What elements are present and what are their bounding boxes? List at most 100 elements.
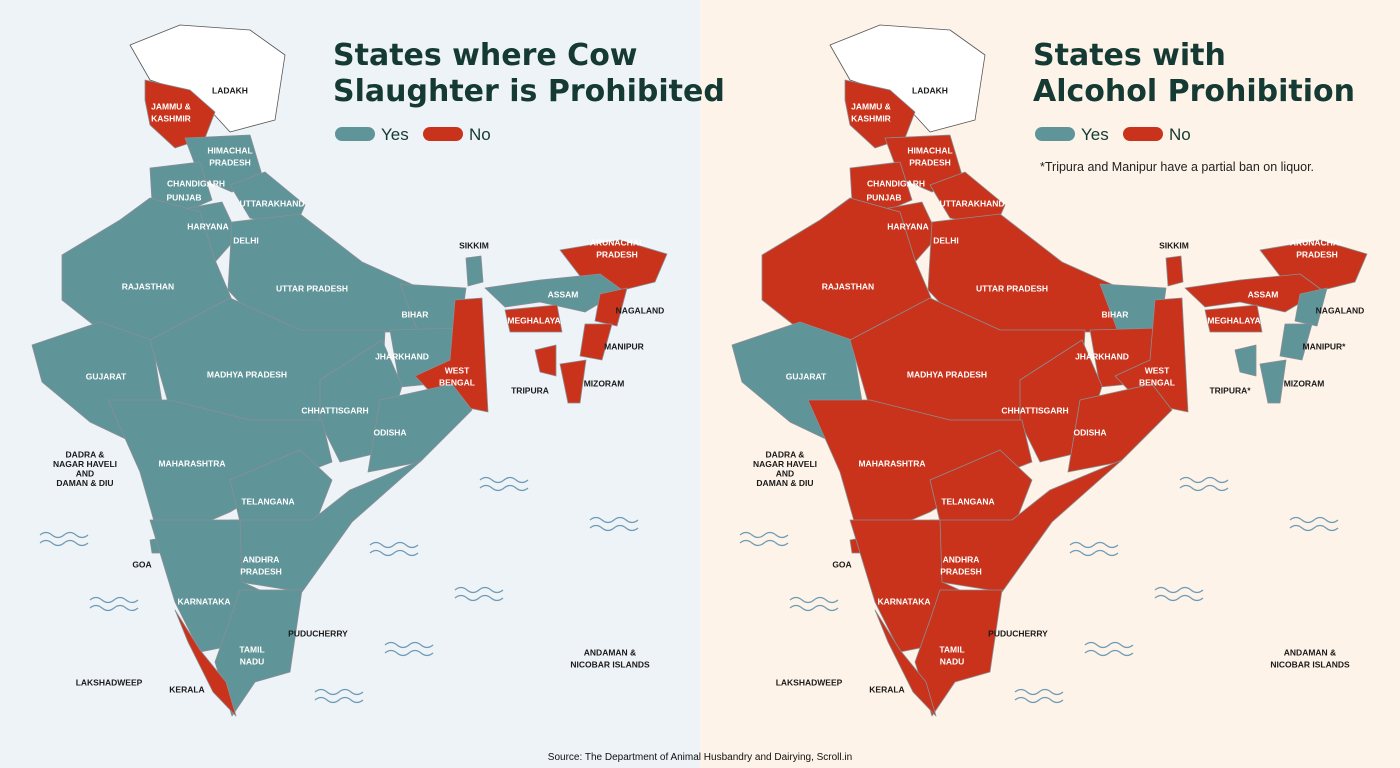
state-region (1234, 344, 1257, 377)
state-label: GOA (132, 559, 151, 569)
state-label: SIKKIM (1159, 240, 1189, 250)
state-label: NAGALAND (1316, 305, 1365, 315)
state-label: DAMAN & DIU (756, 478, 813, 488)
panel-title: Slaughter is Prohibited (333, 74, 725, 109)
state-region (465, 255, 484, 287)
state-label: HIMACHAL (207, 145, 252, 155)
state-label: NICOBAR ISLANDS (1270, 659, 1350, 669)
wave (1154, 594, 1204, 602)
wave (789, 596, 839, 604)
wave (589, 516, 639, 524)
state-label: KERALA (869, 684, 904, 694)
state-label: DAMAN & DIU (56, 478, 113, 488)
state-label: MADHYA PRADESH (207, 369, 287, 379)
wave (369, 541, 419, 549)
wave (384, 649, 434, 657)
state-label: DADRA & (66, 449, 105, 459)
state-label: ASSAM (548, 289, 579, 299)
state-label: MAHARASHTRA (858, 458, 925, 468)
state-label: KASHMIR (151, 113, 191, 123)
wave (1154, 586, 1204, 594)
state-label: MANIPUR* (1303, 341, 1347, 351)
legend-swatch (1123, 127, 1163, 141)
state-region (504, 304, 563, 333)
state-label: CHANDIGARH (867, 178, 925, 188)
state-label: NAGAR HAVELI (753, 459, 817, 469)
state-label: MAHARASHTRA (158, 458, 225, 468)
state-label: DELHI (233, 235, 259, 245)
wave (1069, 549, 1119, 557)
state-region (1279, 323, 1313, 361)
state-label: PRADESH (909, 157, 951, 167)
wave (1179, 476, 1229, 484)
state-label: JAMMU & (851, 101, 891, 111)
wave (1069, 541, 1119, 549)
state-region (579, 323, 613, 361)
wave (1084, 649, 1134, 657)
state-label: CHANDIGARH (167, 178, 225, 188)
legend-label: No (1169, 125, 1191, 144)
panel-title: Alcohol Prohibition (1033, 74, 1355, 109)
state-label: MANIPUR (604, 341, 644, 351)
legend-swatch (423, 127, 463, 141)
state-label: ANDHRA (943, 554, 980, 564)
wave (739, 539, 789, 547)
state-label: GOA (832, 559, 851, 569)
state-label: ASSAM (1248, 289, 1279, 299)
wave (314, 688, 364, 696)
legend-swatch (335, 127, 375, 141)
state-label: GUJARAT (786, 371, 827, 381)
state-label: CHHATTISGARH (1001, 405, 1068, 415)
state-region (174, 609, 237, 717)
state-label: TRIPURA* (1209, 385, 1251, 395)
state-label: NAGAR HAVELI (53, 459, 117, 469)
panel-title: States where Cow (333, 38, 638, 73)
state-region (214, 589, 303, 717)
state-label: ANDAMAN & (584, 647, 636, 657)
wave (789, 604, 839, 612)
wave (1289, 524, 1339, 532)
wave (369, 549, 419, 557)
state-region (534, 344, 557, 377)
state-label: HARYANA (187, 221, 228, 231)
state-label: DADRA & (766, 449, 805, 459)
state-label: RAJASTHAN (122, 281, 174, 291)
source: Source: The Department of Animal Husband… (548, 752, 852, 763)
state-label: NADU (240, 656, 265, 666)
state-label: PRADESH (240, 566, 282, 576)
state-label: MIZORAM (584, 378, 625, 388)
wave (39, 531, 89, 539)
state-label: UTTAR PRADESH (276, 283, 348, 293)
state-label: LADAKH (212, 85, 248, 95)
state-label: MEGHALAYA (1207, 315, 1260, 325)
legend-label: Yes (381, 125, 409, 144)
wave (739, 531, 789, 539)
state-region (914, 589, 1003, 717)
wave (454, 586, 504, 594)
state-region (874, 609, 937, 717)
legend-label: No (469, 125, 491, 144)
state-label: PRADESH (209, 157, 251, 167)
wave (1289, 516, 1339, 524)
state-label: LADAKH (912, 85, 948, 95)
state-label: ARUNACHAL (590, 237, 644, 247)
state-region (929, 449, 1033, 533)
state-label: TAMIL (239, 644, 264, 654)
state-label: ODISHA (373, 427, 406, 437)
legend-swatch (1035, 127, 1075, 141)
state-label: CHHATTISGARH (301, 405, 368, 415)
wave (1014, 696, 1064, 704)
state-region (594, 287, 628, 327)
wave (1084, 641, 1134, 649)
state-label: BIHAR (1102, 309, 1129, 319)
state-label: PRADESH (940, 566, 982, 576)
wave (39, 539, 89, 547)
wave (1014, 688, 1064, 696)
state-label: JAMMU & (151, 101, 191, 111)
state-label: RAJASTHAN (822, 281, 874, 291)
state-label: HARYANA (887, 221, 928, 231)
state-label: WEST (1145, 365, 1170, 375)
